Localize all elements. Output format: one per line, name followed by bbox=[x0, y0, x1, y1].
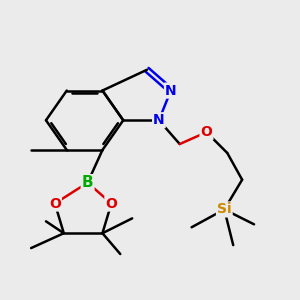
Text: O: O bbox=[200, 125, 212, 139]
Text: N: N bbox=[165, 84, 177, 98]
Text: N: N bbox=[153, 113, 165, 127]
Text: B: B bbox=[82, 175, 93, 190]
Text: O: O bbox=[49, 196, 61, 211]
Text: Si: Si bbox=[217, 202, 232, 216]
Text: O: O bbox=[105, 196, 117, 211]
